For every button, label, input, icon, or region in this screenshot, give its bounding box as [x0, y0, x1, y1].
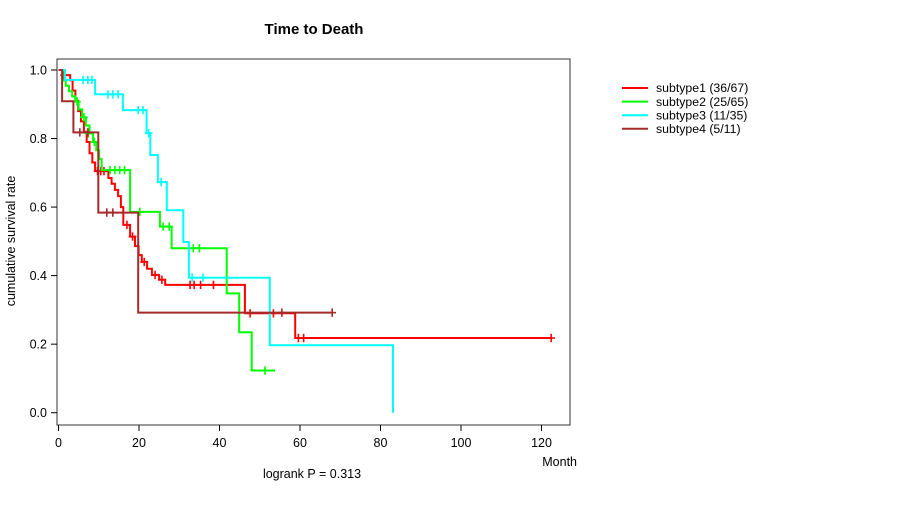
censor-mark [261, 366, 269, 375]
x-tick-label: 120 [531, 436, 552, 450]
censor-mark [114, 90, 122, 99]
y-tick-label: 0.6 [30, 200, 47, 214]
censor-mark [209, 280, 218, 290]
censor-mark [328, 308, 336, 317]
legend-label-2: subtype2 (25/65) [656, 95, 748, 109]
x-tick-label: 100 [451, 436, 472, 450]
y-tick-label: 0.2 [30, 337, 47, 351]
censor-mark [144, 128, 153, 138]
censor-mark [199, 273, 207, 282]
legend: subtype1 (36/67)subtype2 (25/65)subtype3… [622, 81, 748, 136]
x-tick-label: 0 [55, 436, 62, 450]
legend-label-1: subtype1 (36/67) [656, 81, 748, 95]
survival-curve-4 [58, 69, 333, 314]
censor-mark [278, 308, 286, 317]
x-tick-label: 20 [132, 436, 146, 450]
x-tick-label: 60 [293, 436, 307, 450]
censor-mark [76, 128, 84, 137]
x-axis-label: Month [542, 455, 577, 469]
censor-mark [190, 280, 198, 290]
y-tick-label: 0.8 [30, 132, 47, 146]
censor-mark [120, 165, 129, 175]
censor-mark [109, 208, 117, 217]
censor-mark [158, 275, 166, 284]
censor-mark [84, 128, 92, 137]
legend-label-3: subtype3 (11/35) [656, 108, 747, 122]
survival-curves [58, 69, 555, 413]
y-tick-label: 0.4 [30, 269, 47, 283]
censor-mark [128, 232, 137, 241]
logrank-p-annotation: logrank P = 0.313 [263, 467, 361, 481]
censor-mark [547, 333, 555, 343]
plot-axes: 0 20 40 60 80 100 120 0.0 0.2 0.4 0.6 0.8 1.0 [30, 58, 571, 450]
survival-curve-2 [58, 69, 275, 372]
censor-mark [151, 270, 159, 280]
censor-mark [165, 222, 173, 231]
x-tick-label: 40 [213, 436, 227, 450]
censor-mark [188, 273, 196, 282]
censor-mark [195, 244, 204, 253]
censor-mark [139, 105, 147, 115]
censor-mark [88, 75, 96, 85]
y-axis-label: cumulative survival rate [4, 176, 18, 307]
legend-label-4: subtype4 (5/11) [656, 122, 741, 136]
survival-curve-3 [58, 69, 394, 413]
censor-mark [157, 177, 165, 187]
censor-mark [299, 333, 308, 343]
censor-mark [123, 220, 131, 230]
y-tick-label: 0.0 [30, 406, 47, 420]
plot-title: Time to Death [265, 21, 364, 38]
censor-mark [80, 113, 88, 122]
y-tick-label: 1.0 [30, 63, 47, 77]
plot-frame [56, 58, 571, 426]
censor-mark [196, 280, 205, 290]
x-tick-label: 80 [374, 436, 388, 450]
censor-mark [90, 137, 99, 147]
censor-mark [73, 97, 81, 106]
censor-mark [140, 257, 149, 267]
